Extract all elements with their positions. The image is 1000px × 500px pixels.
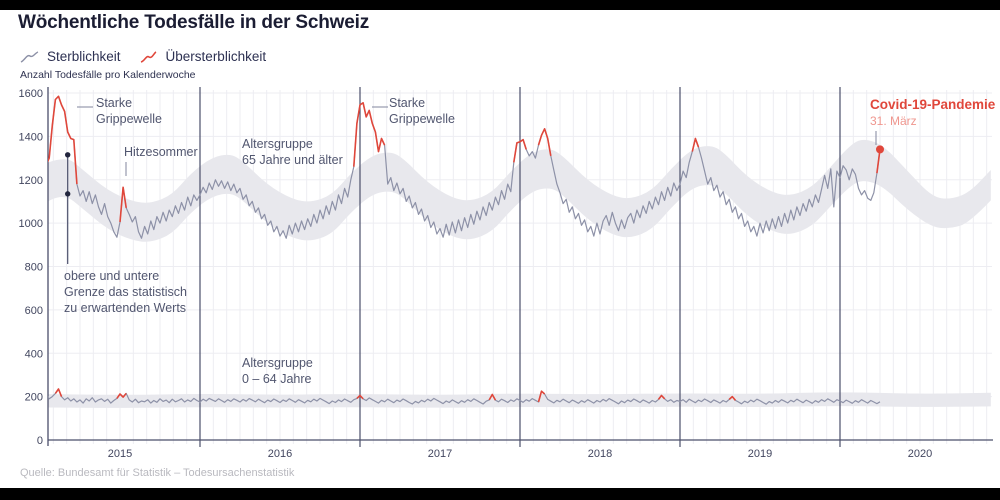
excess-segment [876,149,881,174]
source-note: Quelle: Bundesamt für Statistik – Todesu… [20,467,295,479]
excess-segment [353,102,386,167]
y-tick-label: 1200 [19,175,43,187]
covid-dot [876,145,884,154]
y-tick-label: 1000 [19,218,43,230]
x-tick-label: 2017 [428,448,452,460]
y-tick-label: 0 [37,435,43,447]
excess-segment [488,393,497,401]
annotation-heat-summer: Hitzesommer [124,145,198,159]
y-axis-title: Anzahl Todesfälle pro Kalenderwoche [20,69,196,81]
excess-segment [537,390,546,403]
annotation-age-group-0-64: Altersgruppe 0 – 64 Jahre [242,356,313,386]
x-tick-label: 2016 [268,448,292,460]
page-title: Wöchentliche Todesfälle in der Schweiz [18,12,370,33]
annotation-flu-wave-2015: Starke Grippewelle [96,96,163,126]
legend-item-excess-mortality: Übersterblichkeit [139,49,267,64]
lower-bound-dot [64,191,71,197]
excess-mortality-line-icon [140,50,157,63]
tick-labels: 0 200 400 600 800 1000 1200 1400 1600 2015 2016 201… [19,88,933,460]
upper-bound-dot [64,152,71,158]
x-tick-label: 2019 [748,448,772,460]
series-lines [48,95,881,405]
gridlines [48,90,992,444]
axes [47,87,993,447]
excess-segment [657,394,666,400]
excess-segment [728,395,737,401]
excess-segment [54,388,63,397]
legend-label-excess-mortality: Übersterblichkeit [165,49,267,64]
x-tick-label: 2020 [908,448,932,460]
y-tick-label: 800 [25,262,43,274]
x-tick-label: 2018 [588,448,612,460]
y-tick-label: 1400 [19,131,43,143]
series-line-0 [48,95,881,239]
excess-segment [537,128,552,157]
excess-segment [513,138,527,163]
y-tick-label: 200 [25,392,43,404]
markers [64,106,884,264]
excess-segment [48,95,78,185]
y-tick-label: 400 [25,348,43,360]
top-border-bar [0,0,1000,10]
y-tick-label: 1600 [19,88,43,100]
series-line-1 [48,388,881,405]
legend-item-mortality: Sterblichkeit [20,49,121,64]
x-tick-label: 2015 [108,448,132,460]
annotation-flu-wave-2017: Starke Grippewelle [389,96,456,126]
mortality-line-icon [20,50,39,63]
legend-label-mortality: Sterblichkeit [47,49,121,64]
y-tick-label: 600 [25,305,43,317]
excess-segment [116,392,127,399]
excess-segment [691,137,700,152]
annotation-covid19: Covid-19-Pandemie 31. März [870,97,996,128]
annotation-age-group-65plus: Altersgruppe 65 Jahre und älter [242,137,343,167]
legend: Sterblichkeit Übersterblichkeit [20,49,284,64]
bottom-border-bar [0,488,1000,500]
annotation-expected-bounds: obere und untere Grenze das statistisch … [64,269,187,315]
excess-segment [119,186,127,223]
excess-segment [356,394,364,400]
